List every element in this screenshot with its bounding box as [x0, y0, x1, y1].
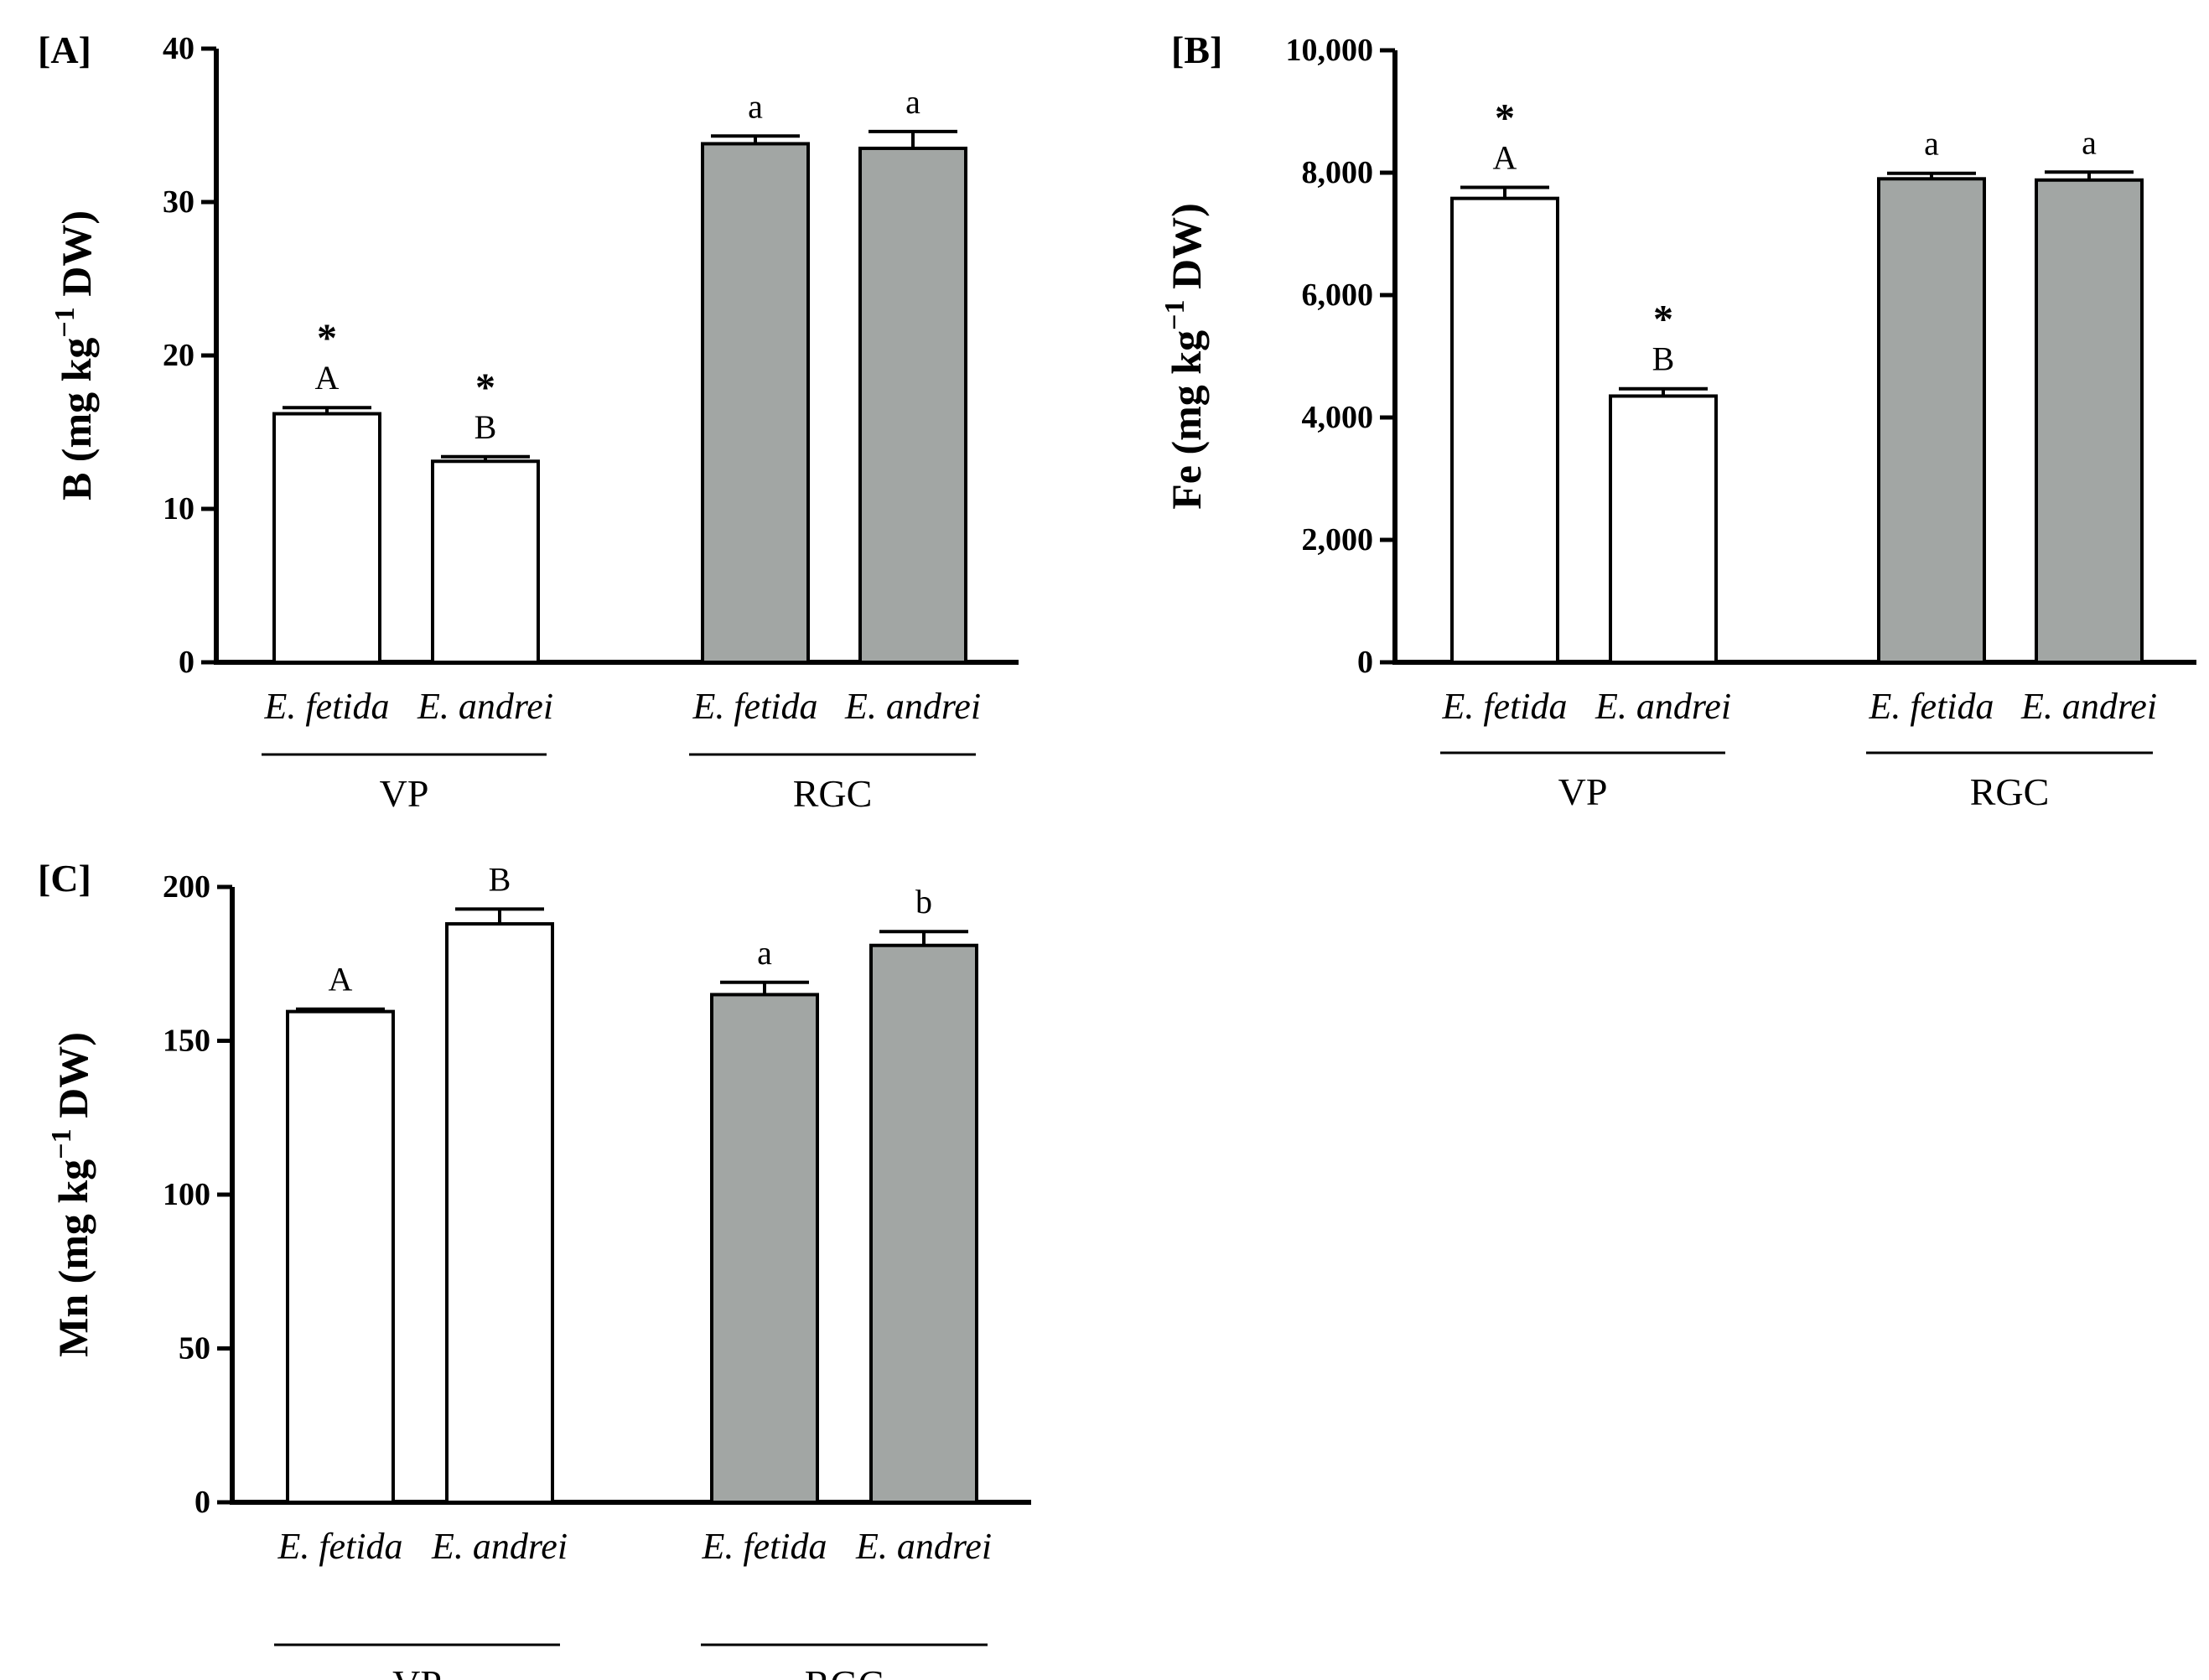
panel-b: [B] Fe (mg kg−1 DW) 0 2,000 4,000 6,000 8,000 1… [1159, 29, 2196, 813]
bar [445, 922, 554, 1505]
y-tick-label: 4,000 [1302, 400, 1374, 435]
y-axis-label-superscript: −1 [46, 1128, 77, 1159]
x-category-label: E. andrei [2020, 686, 2157, 727]
group-label: RGC [805, 1662, 884, 1680]
y-tick-label: 2,000 [1302, 522, 1374, 557]
y-axis-label: Mn (mg kg−1 DW) [46, 1032, 96, 1357]
y-axis-label-suffix: DW) [53, 210, 100, 307]
significance-letter: A [329, 961, 353, 998]
bar [858, 146, 967, 664]
bar [701, 142, 810, 664]
significance-letter: a [748, 87, 763, 125]
bar [272, 412, 381, 664]
group-label: VP [380, 772, 429, 815]
y-tick-label: 30 [163, 184, 194, 220]
y-axis-label-suffix: DW) [49, 1032, 96, 1128]
significance-letter: B [489, 860, 511, 898]
x-category-label: E. fetida [277, 1526, 402, 1567]
significance-letter: A [1493, 139, 1517, 177]
panel-c: [C] Mn (mg kg−1 DW) 0 50 100 150 200 A E. fetida… [38, 857, 1031, 1680]
y-tick-label: 0 [194, 1485, 210, 1520]
y-tick-label: 10,000 [1286, 33, 1374, 68]
group-label: RGC [793, 772, 873, 815]
significance-star: * [317, 316, 337, 360]
y-axis-label-prefix: B (mg kg [53, 338, 100, 500]
y-tick-label: 8,000 [1302, 155, 1374, 190]
significance-star: * [475, 366, 495, 410]
significance-letter: B [474, 408, 497, 446]
panel-label: [A] [38, 29, 91, 71]
bar [1609, 394, 1718, 664]
bar [286, 1009, 395, 1504]
y-tick-label: 50 [179, 1331, 210, 1366]
y-tick-label: 20 [163, 338, 194, 373]
x-category-label: E. andrei [844, 686, 981, 727]
significance-letter: a [2082, 123, 2097, 161]
significance-letter: A [315, 359, 340, 397]
significance-letter: a [1924, 125, 1939, 163]
group-label: RGC [1970, 770, 2050, 813]
significance-star: * [1495, 96, 1515, 141]
x-category-label: E. andrei [1595, 686, 1731, 727]
panel-label: [B] [1171, 29, 1222, 71]
significance-letter: a [905, 83, 920, 121]
y-axis-label: B (mg kg−1 DW) [49, 210, 100, 500]
significance-letter: B [1652, 340, 1675, 378]
bar [2035, 178, 2144, 664]
y-tick-label: 10 [163, 491, 194, 526]
bar [710, 993, 819, 1504]
significance-letter: a [757, 934, 772, 972]
bar [431, 459, 540, 665]
x-category-label: E. andrei [855, 1526, 992, 1567]
x-category-label: E. fetida [1868, 686, 1994, 727]
y-tick-label: 0 [179, 645, 194, 680]
x-category-label: E. andrei [417, 686, 553, 727]
y-tick-label: 0 [1357, 645, 1373, 680]
x-category-label: E. fetida [701, 1526, 827, 1567]
significance-letter: b [915, 883, 932, 920]
y-tick-label: 40 [163, 31, 194, 66]
y-axis-label-suffix: DW) [1163, 203, 1210, 299]
y-axis-label-prefix: Fe (mg kg [1163, 330, 1210, 510]
y-tick-label: 150 [163, 1024, 210, 1059]
y-axis-label: Fe (mg kg−1 DW) [1159, 203, 1210, 509]
y-tick-label: 100 [163, 1177, 210, 1212]
y-axis-label-superscript: −1 [1159, 300, 1190, 330]
x-category-label: E. fetida [263, 686, 389, 727]
x-category-label: E. fetida [692, 686, 817, 727]
panel-label: [C] [38, 857, 91, 900]
group-label: VP [1558, 770, 1608, 813]
significance-star: * [1653, 298, 1673, 342]
y-axis-label-superscript: −1 [49, 307, 80, 337]
group-label: VP [392, 1662, 442, 1680]
x-category-label: E. andrei [431, 1526, 568, 1567]
bar [1450, 196, 1559, 665]
y-tick-label: 6,000 [1302, 277, 1374, 313]
y-tick-label: 200 [163, 869, 210, 905]
bar [1877, 177, 1986, 665]
bar [869, 943, 978, 1504]
y-axis-label-prefix: Mn (mg kg [49, 1159, 96, 1357]
x-category-label: E. fetida [1441, 686, 1567, 727]
